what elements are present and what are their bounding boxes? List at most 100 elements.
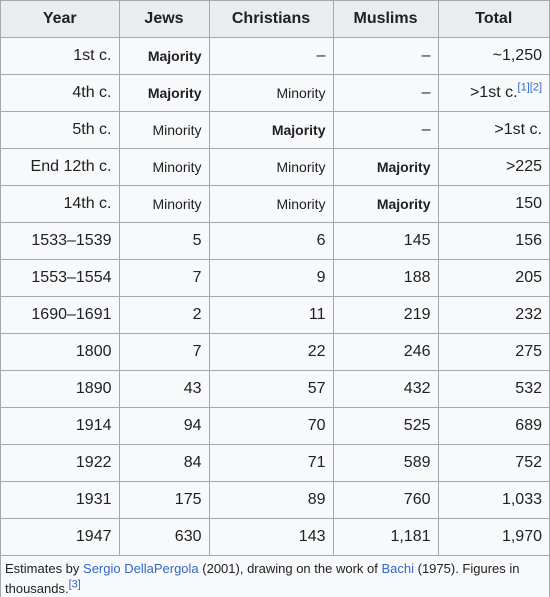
value-cell: 94	[118, 407, 210, 445]
value-cell: 432	[332, 370, 439, 408]
column-header: Year	[1, 1, 120, 38]
value-cell: Majority	[118, 74, 210, 112]
value-cell: >1st c.	[437, 111, 549, 149]
value-cell: 188	[332, 259, 439, 297]
cell-text: Majority	[376, 159, 431, 175]
year-cell: End 12th c.	[1, 148, 120, 186]
value-cell: 43	[118, 370, 210, 408]
data-table: Year Jews Christians Muslims Total 1st c. Maj…	[1, 1, 549, 556]
caption-text: (1975). Figures in thousands.	[5, 561, 520, 596]
value-cell: 630	[118, 518, 210, 556]
year-cell: 1947	[1, 518, 120, 556]
cell-text: Minority	[152, 196, 202, 212]
value-cell: –	[332, 111, 439, 149]
value-cell: 175	[118, 481, 210, 519]
value-cell: 70	[208, 407, 334, 445]
cell-text: >1st c.	[469, 84, 518, 101]
value-cell: 9	[208, 259, 334, 297]
value-cell: 145	[332, 222, 439, 260]
year-cell: 1800	[1, 333, 120, 371]
year-cell: 1922	[1, 444, 120, 482]
value-cell: 156	[437, 222, 549, 260]
reference: [3]	[69, 579, 81, 591]
caption-link[interactable]: [3]	[68, 578, 81, 591]
value-cell: 150	[437, 185, 549, 223]
table-row: 1931 175 89 760 1,033	[1, 481, 549, 519]
value-cell: Minority	[118, 148, 210, 186]
table-row: 1922 84 71 589 752	[1, 444, 549, 482]
caption-link[interactable]: Sergio DellaPergola	[83, 561, 199, 576]
header-row: Year Jews Christians Muslims Total	[1, 1, 549, 38]
year-cell: 1553–1554	[1, 259, 120, 297]
value-cell: 6	[208, 222, 334, 260]
table-row: 1533–1539 5 6 145 156	[1, 222, 549, 260]
value-cell: 525	[332, 407, 439, 445]
value-cell: –	[332, 37, 439, 75]
value-cell: Majority	[332, 148, 439, 186]
value-cell: 71	[208, 444, 334, 482]
cell-text: Minority	[276, 196, 326, 212]
cell-text: Majority	[147, 48, 202, 64]
reference-link[interactable]: [1]	[517, 81, 530, 94]
year-cell: 5th c.	[1, 111, 120, 149]
value-cell: Majority	[332, 185, 439, 223]
value-cell: –	[332, 74, 439, 112]
value-cell: Minority	[208, 148, 334, 186]
table-row: 5th c. Minority Majority – >1st c.	[1, 111, 549, 149]
value-cell: Majority	[118, 37, 210, 75]
table-row: 1914 94 70 525 689	[1, 407, 549, 445]
value-cell: 7	[118, 333, 210, 371]
year-cell: 1914	[1, 407, 120, 445]
cell-text: Minority	[152, 159, 202, 175]
value-cell: 532	[437, 370, 549, 408]
table-row: 1800 7 22 246 275	[1, 333, 549, 371]
value-cell: ~1,250	[437, 37, 549, 75]
value-cell: 89	[208, 481, 334, 519]
cell-text: Majority	[271, 122, 326, 138]
value-cell: 1,033	[437, 481, 549, 519]
table-body: 1st c. Majority – – ~1,250 4th c. Majority Mino…	[1, 37, 549, 556]
value-cell: 11	[208, 296, 334, 334]
cell-text: Minority	[152, 122, 202, 138]
cell-text: Minority	[276, 159, 326, 175]
column-header: Muslims	[332, 1, 439, 38]
year-cell: 1890	[1, 370, 120, 408]
value-cell: Minority	[118, 111, 210, 149]
cell-text: Majority	[376, 196, 431, 212]
value-cell: 57	[208, 370, 334, 408]
value-cell: >1st c.[1][2]	[437, 74, 549, 112]
value-cell: 246	[332, 333, 439, 371]
year-cell: 1st c.	[1, 37, 120, 75]
column-header: Jews	[118, 1, 210, 38]
value-cell: 2	[118, 296, 210, 334]
caption-link[interactable]: Bachi	[381, 561, 415, 576]
value-cell: 5	[118, 222, 210, 260]
year-cell: 1690–1691	[1, 296, 120, 334]
value-cell: 7	[118, 259, 210, 297]
value-cell: 275	[437, 333, 549, 371]
caption: Estimates by Sergio DellaPergola (2001),…	[1, 556, 549, 597]
cell-text: Minority	[276, 85, 326, 101]
table-row: 1553–1554 7 9 188 205	[1, 259, 549, 297]
value-cell: 22	[208, 333, 334, 371]
value-cell: Majority	[208, 111, 334, 149]
reference: [2]	[530, 82, 542, 94]
value-cell: 752	[437, 444, 549, 482]
reference: [1]	[518, 82, 530, 94]
table-row: 1947 630 143 1,181 1,970	[1, 518, 549, 556]
caption-text: Estimates by	[5, 561, 84, 576]
table-row: 1st c. Majority – – ~1,250	[1, 37, 549, 75]
value-cell: >225	[437, 148, 549, 186]
reference-link[interactable]: [2]	[529, 81, 542, 94]
year-cell: 4th c.	[1, 74, 120, 112]
year-cell: 14th c.	[1, 185, 120, 223]
value-cell: 689	[437, 407, 549, 445]
column-header: Total	[437, 1, 549, 38]
value-cell: 219	[332, 296, 439, 334]
value-cell: 84	[118, 444, 210, 482]
value-cell: 143	[208, 518, 334, 556]
table-row: End 12th c. Minority Minority Majority >225	[1, 148, 549, 186]
table-row: 1690–1691 2 11 219 232	[1, 296, 549, 334]
value-cell: 1,970	[437, 518, 549, 556]
value-cell: Minority	[118, 185, 210, 223]
